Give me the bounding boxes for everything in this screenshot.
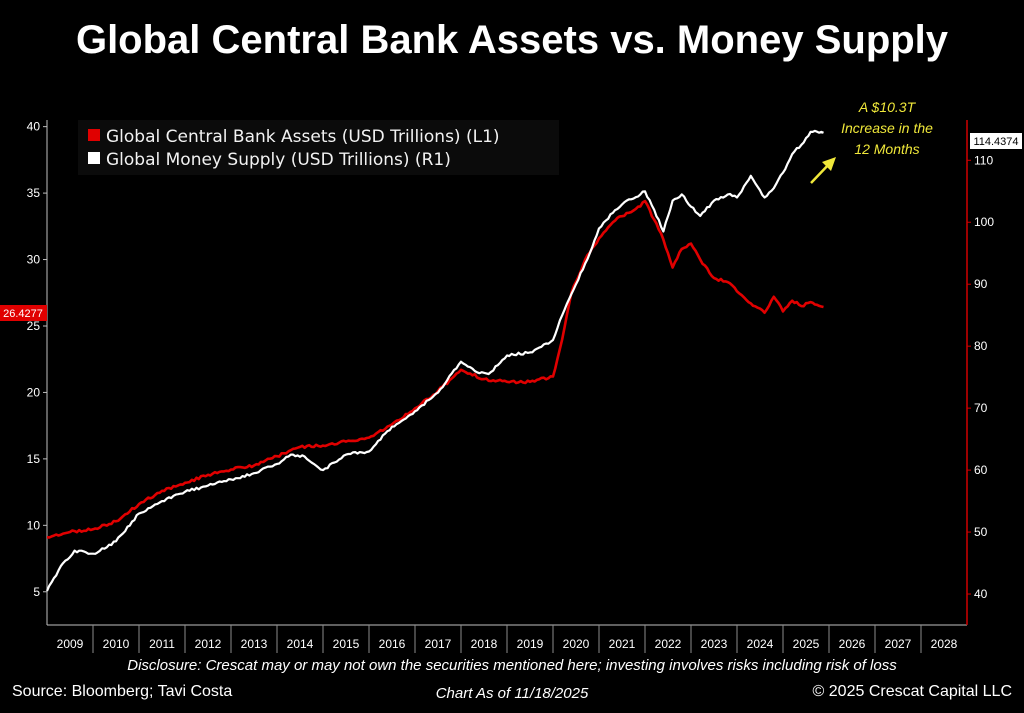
disclosure-text: Disclosure: Crescat may or may not own t…	[127, 657, 897, 674]
chart-title: Global Central Bank Assets vs. Money Sup…	[75, 18, 949, 62]
x-tick-label-2028: 2028	[931, 637, 958, 651]
x-tick-label-2023: 2023	[701, 637, 728, 651]
annotation-line-2: Increase in the	[841, 120, 933, 136]
legend-label-money-supply: Global Money Supply (USD Trillions) (R1)	[106, 150, 451, 170]
annotation-line-1: A $10.3T	[858, 99, 917, 115]
x-tick-label-2016: 2016	[379, 637, 406, 651]
left-tick-label-5: 5	[33, 585, 40, 599]
last-value-badge-right: 114.4374	[970, 133, 1022, 149]
right-axis-ticks: 40 50 60 70 80 90 100 110	[967, 153, 994, 601]
x-tick-label-2026: 2026	[839, 637, 866, 651]
annotation-arrow-head	[822, 157, 836, 171]
badge-left-bg	[0, 305, 47, 321]
x-tick-label-2021: 2021	[609, 637, 636, 651]
left-tick-label-25: 25	[27, 319, 41, 333]
x-tick-label-2014: 2014	[287, 637, 314, 651]
x-tick-label-2012: 2012	[195, 637, 222, 651]
left-axis-ticks: 5 10 15 20 25 30 35 40	[27, 120, 47, 599]
badge-left-text: 26.4277	[3, 308, 43, 320]
x-axis-ticks: 2009 2010 2011 2012 2013 2014 2015 2016 2017 2018…	[57, 625, 958, 653]
x-tick-label-2027: 2027	[885, 637, 912, 651]
right-tick-label-90: 90	[974, 277, 988, 291]
left-tick-label-40: 40	[27, 120, 41, 134]
x-tick-label-2018: 2018	[471, 637, 498, 651]
right-tick-label-50: 50	[974, 525, 988, 539]
left-tick-label-30: 30	[27, 253, 41, 267]
legend-box	[78, 120, 559, 175]
x-tick-label-2022: 2022	[655, 637, 682, 651]
left-tick-label-20: 20	[27, 385, 41, 399]
legend: Global Central Bank Assets (USD Trillion…	[78, 120, 559, 175]
plot-frame	[46, 120, 968, 626]
right-tick-label-70: 70	[974, 401, 988, 415]
legend-label-assets: Global Central Bank Assets (USD Trillion…	[106, 127, 500, 147]
x-tick-label-2015: 2015	[333, 637, 360, 651]
x-tick-label-2024: 2024	[747, 637, 774, 651]
annotation-line-3: 12 Months	[854, 141, 919, 157]
source-text: Source: Bloomberg; Tavi Costa	[12, 683, 233, 700]
left-tick-label-15: 15	[27, 452, 41, 466]
x-tick-label-2025: 2025	[793, 637, 820, 651]
right-tick-label-100: 100	[974, 215, 994, 229]
x-tick-label-2009: 2009	[57, 637, 84, 651]
x-tick-label-2011: 2011	[149, 637, 175, 651]
right-tick-label-40: 40	[974, 587, 988, 601]
badge-right-bg	[970, 133, 1022, 149]
last-value-badge-left: 26.4277	[0, 305, 47, 321]
legend-swatch-assets	[88, 129, 100, 141]
series-line-money-supply	[45, 129, 824, 592]
series-layer	[45, 129, 824, 592]
x-tick-label-2020: 2020	[563, 637, 590, 651]
left-tick-label-10: 10	[27, 518, 41, 532]
right-tick-label-80: 80	[974, 339, 988, 353]
right-tick-label-60: 60	[974, 463, 988, 477]
copyright-text: © 2025 Crescat Capital LLC	[812, 683, 1012, 700]
x-tick-label-2010: 2010	[103, 637, 130, 651]
x-tick-label-2017: 2017	[425, 637, 452, 651]
annotation: A $10.3T Increase in the 12 Months	[810, 99, 933, 184]
series-line-central-bank-assets	[46, 199, 824, 539]
legend-swatch-money-supply	[88, 152, 100, 164]
badge-right-text: 114.4374	[973, 136, 1018, 148]
right-tick-label-110: 110	[974, 153, 993, 167]
x-tick-label-2013: 2013	[241, 637, 268, 651]
left-tick-label-35: 35	[27, 186, 41, 200]
x-tick-label-2019: 2019	[517, 637, 544, 651]
